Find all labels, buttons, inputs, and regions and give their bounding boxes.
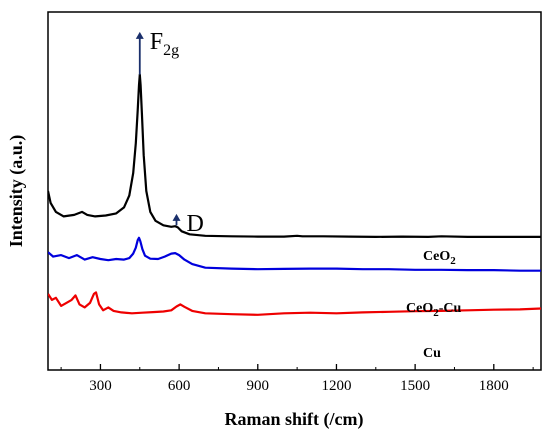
- annotation-label: D: [186, 211, 203, 237]
- x-axis-ticks: 300 600 900 1200 1500 1800: [60, 364, 534, 394]
- annotation-label: F2g: [150, 29, 179, 59]
- x-axis-title: Raman shift (/cm): [225, 409, 364, 430]
- series-label-cu: Cu: [423, 346, 441, 361]
- series-labels: CeO2 CeO2-Cu Cu: [406, 249, 461, 361]
- x-tick-label: 300: [89, 378, 112, 394]
- x-tick-label: 1800: [479, 378, 509, 394]
- x-tick-label: 600: [168, 378, 191, 394]
- series-line-cu: [48, 291, 541, 316]
- series-layer: [48, 73, 541, 316]
- series-line-ceo2: [48, 73, 541, 238]
- peak-annotations: F2g D: [135, 29, 204, 237]
- series-label-ceo2-cu: CeO2-Cu: [406, 301, 461, 319]
- annotation-arrow-head: [172, 213, 181, 221]
- plot-frame: [47, 11, 542, 371]
- x-tick-label: 1500: [400, 378, 430, 394]
- x-tick-label: 1200: [321, 378, 351, 394]
- y-axis-title: Intensity (a.u.): [6, 135, 27, 248]
- series-label-ceo2: CeO2: [423, 249, 456, 267]
- x-tick-label: 900: [247, 378, 270, 394]
- annotation-arrow-head: [135, 31, 144, 39]
- series-line-ceo2-cu: [48, 236, 541, 272]
